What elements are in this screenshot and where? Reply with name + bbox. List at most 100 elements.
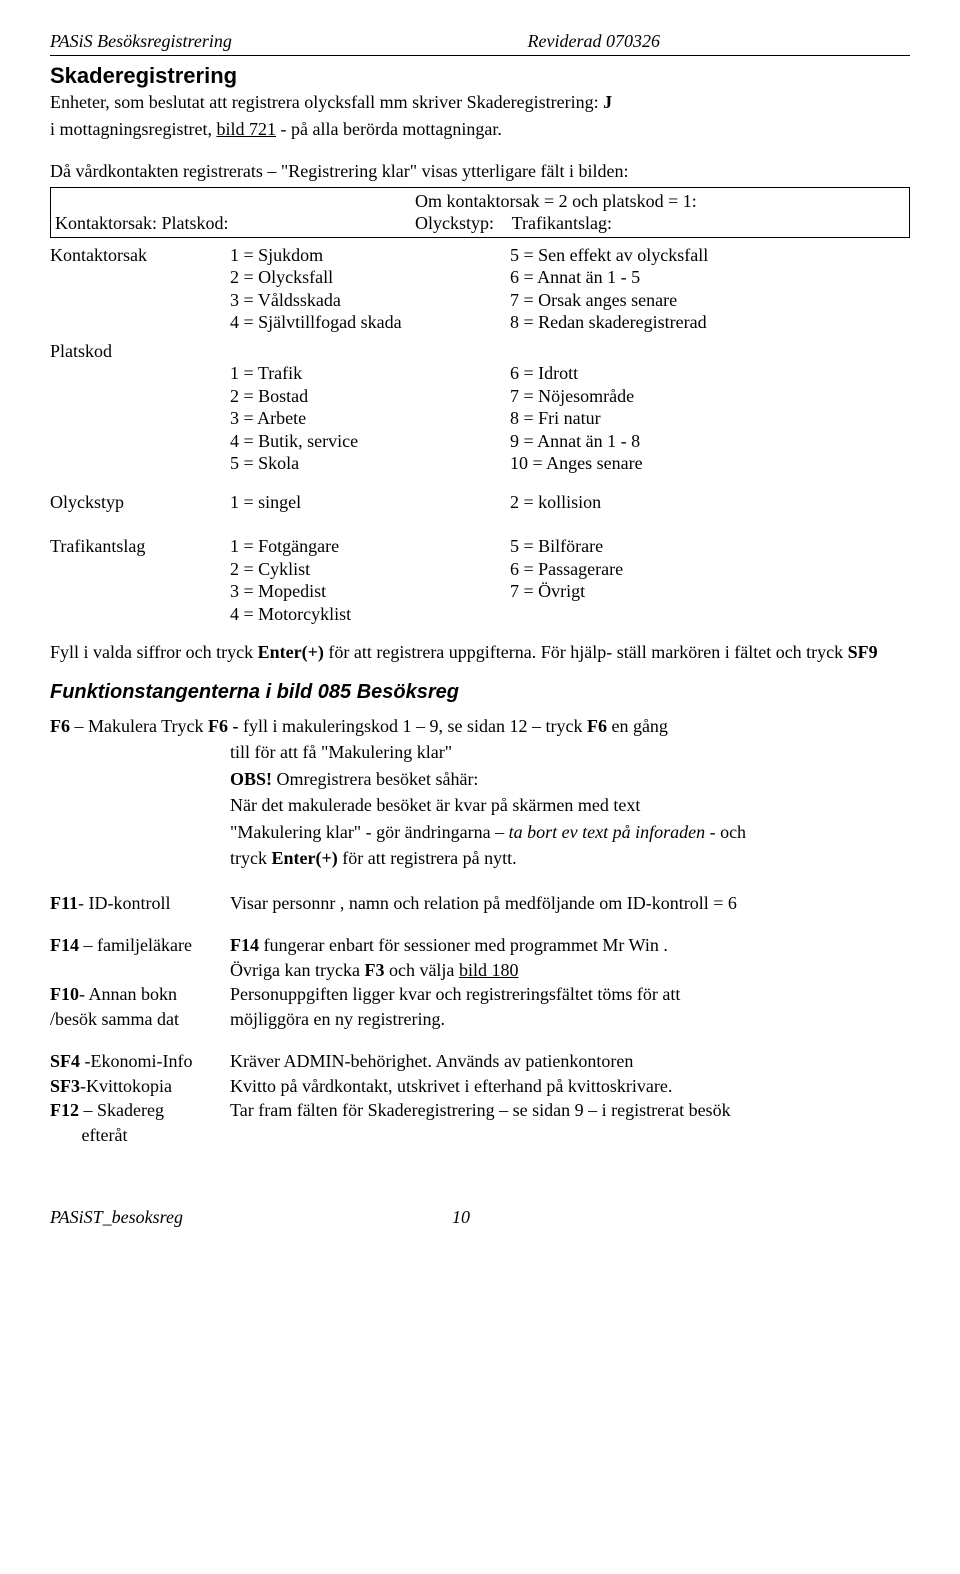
f14-desc2: Övriga kan trycka F3 och välja bild 180 [230,959,910,982]
cell: 7 = Övrigt [510,580,910,603]
f10-key2: /besök samma dat [50,1008,230,1031]
cell: 4 = Butik, service [230,430,510,453]
sf4-key-suffix: -Ekonomi-Info [85,1051,193,1071]
f14-l1-rest: fungerar enbart för sessioner med progra… [259,935,668,955]
intro1-text: Enheter, som beslutat att registrera oly… [50,92,603,112]
boxed-right-line2: Olyckstyp: Trafikantslag: [415,212,905,235]
fyll-bold2: SF9 [848,642,878,662]
header-right: Reviderad 070326 [528,30,910,53]
sf3-key-suffix: -Kvittokopia [80,1076,172,1096]
f10-desc2: möjliggöra en ny registrering. [230,1008,910,1031]
table-row: Platskod [50,340,910,363]
trafikantslag-block: Trafikantslag 1 = Fotgängare 5 = Bilföra… [50,535,910,625]
f10-row2: /besök samma dat möjliggöra en ny regist… [50,1008,910,1031]
sf4-desc: Kräver ADMIN-behörighet. Används av pati… [230,1050,910,1073]
page-footer: PASiST_besoksreg 10 [50,1206,910,1229]
f6-l4: När det makulerade besöket är kvar på sk… [230,794,910,817]
f10-key-suffix: - Annan bokn [79,984,177,1004]
f6-tail: en gång [607,716,668,736]
boxed-fields: Kontaktorsak: Platskod: Om kontaktorsak … [50,187,910,238]
cell: 1 = Trafik [230,362,510,385]
f12-key-bold: F12 [50,1100,79,1120]
cell: 7 = Nöjesområde [510,385,910,408]
f6-l5: "Makulering klar" - gör ändringarna – ta… [230,821,910,844]
f6-l5-post: - och [705,822,746,842]
section-title: Skaderegistrering [50,62,910,90]
f6-indent: till för att få "Makulering klar" OBS! O… [230,741,910,870]
f10-desc1: Personuppgiften ligger kvar och registre… [230,983,910,1006]
f11-key-suffix: - ID-kontroll [78,893,170,913]
footer-page-number: 10 [452,1207,470,1227]
lead-line: Då vårdkontakten registrerats – "Registr… [50,160,910,183]
cell: 4 = Motorcyklist [230,603,510,626]
cell: 7 = Orsak anges senare [510,289,910,312]
table-row: 2 = Olycksfall 6 = Annat än 1 - 5 [50,266,910,289]
f6-l6: tryck Enter(+) för att registrera på nyt… [230,847,910,870]
cell: 5 = Bilförare [510,535,910,558]
f11-desc: Visar personnr , namn och relation på me… [230,892,910,915]
f14-l2-mid: och välja [384,960,458,980]
table-row: 3 = Arbete 8 = Fri natur [50,407,910,430]
sf4-key-bold: SF4 [50,1051,85,1071]
cell: 3 = Arbete [230,407,510,430]
table-row: Kontaktorsak 1 = Sjukdom 5 = Sen effekt … [50,244,910,267]
f6-l6-post: för att registrera på nytt. [338,848,517,868]
cell: 10 = Anges senare [510,452,910,475]
table-row: 5 = Skola 10 = Anges senare [50,452,910,475]
sf3-desc: Kvitto på vårdkontakt, utskrivet i efter… [230,1075,910,1098]
cell: 2 = Cyklist [230,558,510,581]
f6-bold3: F6 [587,716,607,736]
f12-key2: efteråt [50,1124,230,1147]
f6-l3: OBS! Omregistrera besöket såhär: [230,768,910,791]
kontaktorsak-block: Kontaktorsak 1 = Sjukdom 5 = Sen effekt … [50,244,910,334]
table-row: 2 = Bostad 7 = Nöjesområde [50,385,910,408]
table-row: 1 = Trafik 6 = Idrott [50,362,910,385]
f14-row1: F14 – familjeläkare F14 fungerar enbart … [50,934,910,957]
f14-key-suffix: – familjeläkare [79,935,192,955]
f12-key-suffix: – Skadereg [79,1100,164,1120]
cell: 8 = Redan skaderegistrerad [510,311,910,334]
f6-l2: till för att få "Makulering klar" [230,741,910,764]
cell: 2 = Olycksfall [230,266,510,289]
f11-key-bold: F11 [50,893,78,913]
cell: 6 = Idrott [510,362,910,385]
cell: 3 = Våldsskada [230,289,510,312]
cell: 6 = Passagerare [510,558,910,581]
cell: 8 = Fri natur [510,407,910,430]
f14-key: F14 – familjeläkare [50,934,230,957]
cell: 9 = Annat än 1 - 8 [510,430,910,453]
intro-line-2: i mottagningsregistret, bild 721 - på al… [50,118,910,141]
cell: 2 = kollision [510,491,910,514]
sf3-key-bold: SF3 [50,1076,80,1096]
f10-key-bold: F10 [50,984,79,1004]
header-left: PASiS Besöksregistrering [50,30,232,53]
f6-bold2: F6 - [208,716,243,736]
f12-desc: Tar fram fälten för Skaderegistrering – … [230,1099,910,1122]
table-row: 4 = Självtillfogad skada 8 = Redan skade… [50,311,910,334]
table-row: 2 = Cyklist 6 = Passagerare [50,558,910,581]
f12-row1: F12 – Skadereg Tar fram fälten för Skade… [50,1099,910,1122]
f12-row2: efteråt [50,1124,910,1147]
cell: 2 = Bostad [230,385,510,408]
cell: 1 = singel [230,491,510,514]
f6-text: – Makulera Tryck [70,716,208,736]
sf3-key: SF3-Kvittokopia [50,1075,230,1098]
f6-l6-bold: Enter(+) [271,848,337,868]
platskod-label: Platskod [50,340,230,363]
fyll-bold1: Enter(+) [258,642,324,662]
f14-row2: Övriga kan trycka F3 och välja bild 180 [50,959,910,982]
trafikantslag-label: Trafikantslag [50,535,230,558]
f6-key: F6 [50,716,70,736]
page-header: PASiS Besöksregistrering Reviderad 07032… [50,30,910,56]
boxed-right: Om kontaktorsak = 2 och platskod = 1: Ol… [415,190,905,235]
f14-key-bold: F14 [50,935,79,955]
f6-l6-pre: tryck [230,848,271,868]
cell [510,603,910,626]
olyckstyp-row: Olyckstyp 1 = singel 2 = kollision [50,491,910,514]
cell: 1 = Sjukdom [230,244,510,267]
f14-l2-pre: Övriga kan trycka [230,960,364,980]
f11-key: F11- ID-kontroll [50,892,230,915]
table-row: Trafikantslag 1 = Fotgängare 5 = Bilföra… [50,535,910,558]
table-row: 3 = Mopedist 7 = Övrigt [50,580,910,603]
boxed-left: Kontaktorsak: Platskod: [55,190,415,235]
